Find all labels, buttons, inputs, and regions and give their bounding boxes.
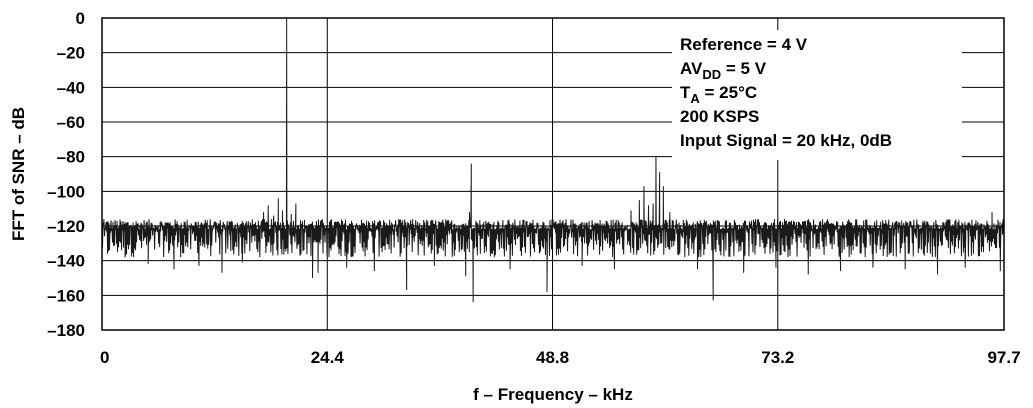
x-tick-label: 24.4 <box>311 348 345 367</box>
y-axis-label: FFT of SNR – dB <box>9 107 28 241</box>
x-tick-label: 48.8 <box>536 348 569 367</box>
y-tick-label: –180 <box>47 321 85 340</box>
y-tick-label: –20 <box>57 44 85 63</box>
annotation-line: AVDD = 5 V <box>680 59 767 82</box>
y-tick-label: –160 <box>47 286 85 305</box>
plot-frame <box>101 17 1005 331</box>
x-tick-label: 97.7 <box>987 348 1020 367</box>
annotation-line: TA = 25°C <box>680 83 757 106</box>
y-tick-label: –80 <box>57 148 85 167</box>
y-tick-label: –40 <box>57 78 85 97</box>
y-tick-label: –140 <box>47 252 85 271</box>
x-tick-label: 73.2 <box>761 348 794 367</box>
fft-trace-line <box>101 17 1005 303</box>
y-tick-label: –120 <box>47 217 85 236</box>
x-tick-label: 0 <box>100 348 109 367</box>
annotation-line: Input Signal = 20 kHz, 0dB <box>680 131 892 150</box>
annotation-line: 200 KSPS <box>680 107 759 126</box>
y-tick-label: 0 <box>76 9 85 28</box>
y-tick-label: –100 <box>47 182 85 201</box>
y-axis-ticks: 0 –20 –40 –60 –80 –100 –120 –140 –160 –180 <box>47 9 85 340</box>
x-axis-ticks: 0 24.4 48.8 73.2 97.7 <box>100 348 1021 367</box>
fft-trace <box>101 17 1005 303</box>
annotation-box <box>672 30 962 160</box>
annotation-line: Reference = 4 V <box>680 35 808 54</box>
x-axis-label: f – Frequency – kHz <box>473 385 633 404</box>
y-tick-label: –60 <box>57 113 85 132</box>
